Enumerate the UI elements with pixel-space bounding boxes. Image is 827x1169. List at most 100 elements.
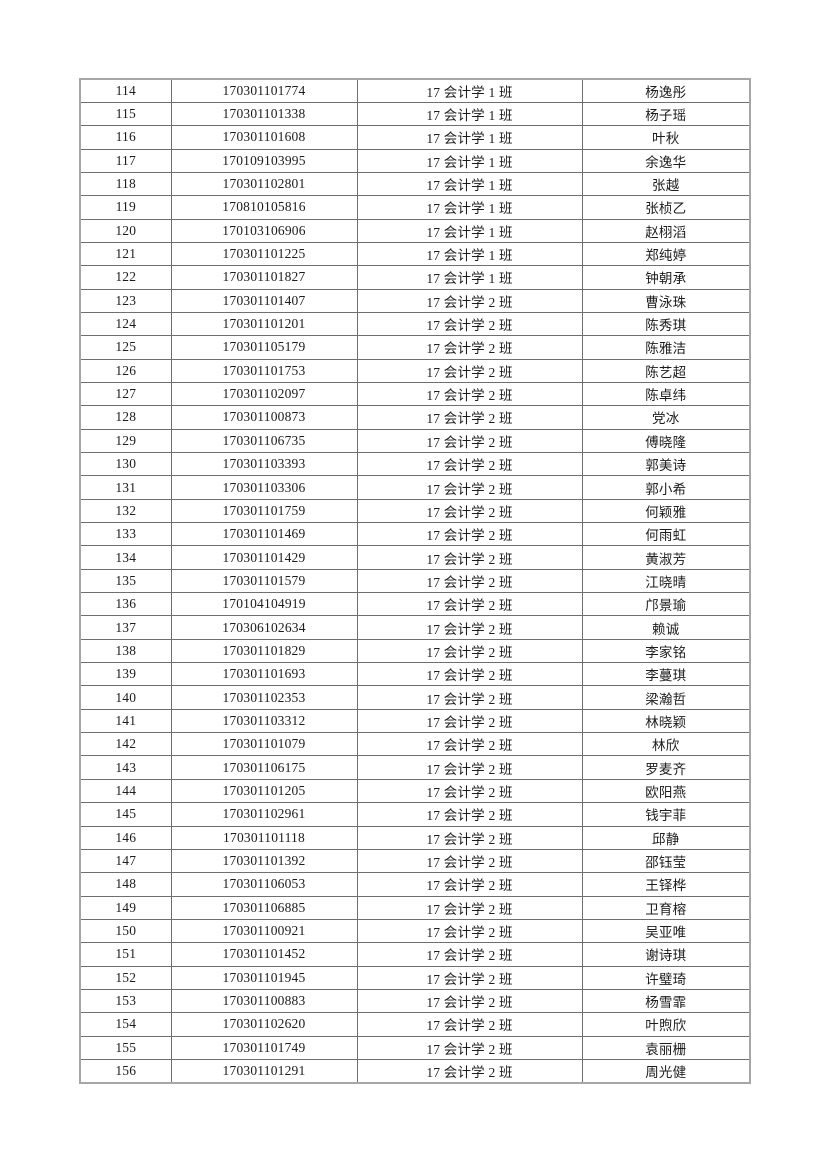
cell-student-name: 黄淑芳 [581, 545, 751, 570]
cell-row-number: 116 [79, 125, 172, 150]
cell-student-id: 170301101338 [170, 101, 358, 127]
cell-student-id: 170109103995 [170, 148, 358, 173]
cell-row-number: 128 [79, 405, 172, 430]
cell-student-id: 170306102634 [170, 615, 358, 640]
cell-student-id: 170301101429 [170, 545, 358, 570]
cell-class-name: 17 会计学 2 班 [356, 568, 583, 594]
table-row: 141 170301103312 17 会计学 2 班林晓颖 [79, 708, 751, 734]
cell-student-name: 杨雪霏 [581, 988, 751, 1014]
table-row: 135 170301101579 17 会计学 2 班江晓晴 [79, 568, 751, 594]
cell-student-id: 170301105179 [170, 335, 358, 360]
cell-student-id: 170301102801 [170, 171, 358, 197]
cell-row-number: 150 [79, 918, 172, 944]
cell-student-id: 170301101205 [170, 778, 358, 804]
cell-class-name: 17 会计学 2 班 [356, 335, 583, 360]
cell-class-name: 17 会计学 1 班 [356, 265, 583, 290]
cell-row-number: 144 [79, 778, 172, 804]
cell-student-name: 张桢乙 [581, 195, 751, 220]
cell-student-name: 邵钰莹 [581, 848, 751, 874]
cell-row-number: 146 [79, 825, 172, 850]
cell-row-number: 142 [79, 732, 172, 757]
cell-row-number: 136 [79, 592, 172, 617]
cell-student-name: 叶煦欣 [581, 1012, 751, 1037]
table-row: 139 170301101693 17 会计学 2 班李蔓琪 [79, 662, 751, 687]
table-row: 147 170301101392 17 会计学 2 班邵钰莹 [79, 848, 751, 874]
cell-class-name: 17 会计学 2 班 [356, 288, 583, 313]
cell-row-number: 127 [79, 381, 172, 407]
cell-class-name: 17 会计学 2 班 [356, 592, 583, 617]
cell-row-number: 120 [79, 218, 172, 243]
cell-student-name: 李蔓琪 [581, 662, 751, 687]
table-row: 150 170301100921 17 会计学 2 班吴亚唯 [79, 918, 751, 944]
cell-student-name: 杨逸彤 [581, 78, 751, 103]
cell-row-number: 149 [79, 895, 172, 920]
cell-student-name: 张越 [581, 171, 751, 197]
cell-student-name: 邱静 [581, 825, 751, 850]
cell-student-id: 170301101749 [170, 1035, 358, 1060]
table-row: 137 170306102634 17 会计学 2 班赖诚 [79, 615, 751, 640]
table-row: 120 170103106906 17 会计学 1 班赵栩滔 [79, 218, 751, 243]
table-row: 152 170301101945 17 会计学 2 班许璧琦 [79, 965, 751, 990]
cell-student-id: 170301103306 [170, 475, 358, 500]
table-row: 121 170301101225 17 会计学 1 班郑纯婷 [79, 241, 751, 267]
table-row: 134 170301101429 17 会计学 2 班黄淑芳 [79, 545, 751, 570]
cell-row-number: 147 [79, 848, 172, 874]
cell-class-name: 17 会计学 2 班 [356, 755, 583, 780]
cell-student-id: 170301101753 [170, 358, 358, 383]
cell-class-name: 17 会计学 2 班 [356, 988, 583, 1014]
cell-row-number: 114 [79, 78, 172, 103]
cell-student-name: 袁丽栅 [581, 1035, 751, 1060]
table-row: 155 170301101749 17 会计学 2 班袁丽栅 [79, 1035, 751, 1060]
cell-student-name: 钱宇菲 [581, 802, 751, 827]
table-row: 153 170301100883 17 会计学 2 班杨雪霏 [79, 988, 751, 1014]
cell-student-name: 何雨虹 [581, 522, 751, 547]
cell-student-id: 170301101774 [170, 78, 358, 103]
table-row: 156 170301101291 17 会计学 2 班周光健 [79, 1058, 751, 1084]
cell-class-name: 17 会计学 2 班 [356, 405, 583, 430]
cell-row-number: 140 [79, 685, 172, 710]
cell-student-name: 欧阳燕 [581, 778, 751, 804]
cell-row-number: 115 [79, 101, 172, 127]
cell-student-name: 钟朝承 [581, 265, 751, 290]
cell-student-id: 170301100873 [170, 405, 358, 430]
cell-row-number: 124 [79, 311, 172, 337]
cell-student-name: 林欣 [581, 732, 751, 757]
cell-row-number: 129 [79, 428, 172, 454]
table-row: 114 170301101774 17 会计学 1 班杨逸彤 [79, 78, 751, 103]
cell-class-name: 17 会计学 2 班 [356, 498, 583, 524]
cell-student-name: 余逸华 [581, 148, 751, 173]
table-row: 148 170301106053 17 会计学 2 班王铎桦 [79, 872, 751, 897]
cell-student-id: 170104104919 [170, 592, 358, 617]
cell-student-name: 陈雅洁 [581, 335, 751, 360]
cell-row-number: 122 [79, 265, 172, 290]
cell-student-id: 170301101579 [170, 568, 358, 594]
cell-student-name: 吴亚唯 [581, 918, 751, 944]
table-row: 149 170301106885 17 会计学 2 班卫育榕 [79, 895, 751, 920]
cell-class-name: 17 会计学 2 班 [356, 545, 583, 570]
cell-student-name: 陈卓纬 [581, 381, 751, 407]
cell-student-name: 江晓晴 [581, 568, 751, 594]
table-row: 127 170301102097 17 会计学 2 班陈卓纬 [79, 381, 751, 407]
cell-student-id: 170301101392 [170, 848, 358, 874]
cell-class-name: 17 会计学 1 班 [356, 218, 583, 243]
cell-student-id: 170301101945 [170, 965, 358, 990]
cell-row-number: 155 [79, 1035, 172, 1060]
cell-student-id: 170301101118 [170, 825, 358, 850]
cell-class-name: 17 会计学 2 班 [356, 662, 583, 687]
cell-student-name: 杨子瑶 [581, 101, 751, 127]
cell-student-name: 许璧琦 [581, 965, 751, 990]
cell-class-name: 17 会计学 2 班 [356, 802, 583, 827]
table-row: 145 170301102961 17 会计学 2 班钱宇菲 [79, 802, 751, 827]
table-row: 154 170301102620 17 会计学 2 班叶煦欣 [79, 1012, 751, 1037]
cell-class-name: 17 会计学 1 班 [356, 171, 583, 197]
cell-student-name: 赖诚 [581, 615, 751, 640]
cell-class-name: 17 会计学 2 班 [356, 918, 583, 944]
cell-student-id: 170301101291 [170, 1058, 358, 1084]
cell-student-name: 何颖雅 [581, 498, 751, 524]
cell-student-id: 170301101407 [170, 288, 358, 313]
student-roster-table: 114 170301101774 17 会计学 1 班杨逸彤 115 170301101… [79, 78, 751, 1084]
cell-row-number: 132 [79, 498, 172, 524]
cell-student-id: 170301106885 [170, 895, 358, 920]
table-row: 144 170301101205 17 会计学 2 班欧阳燕 [79, 778, 751, 804]
cell-student-name: 邝景瑜 [581, 592, 751, 617]
